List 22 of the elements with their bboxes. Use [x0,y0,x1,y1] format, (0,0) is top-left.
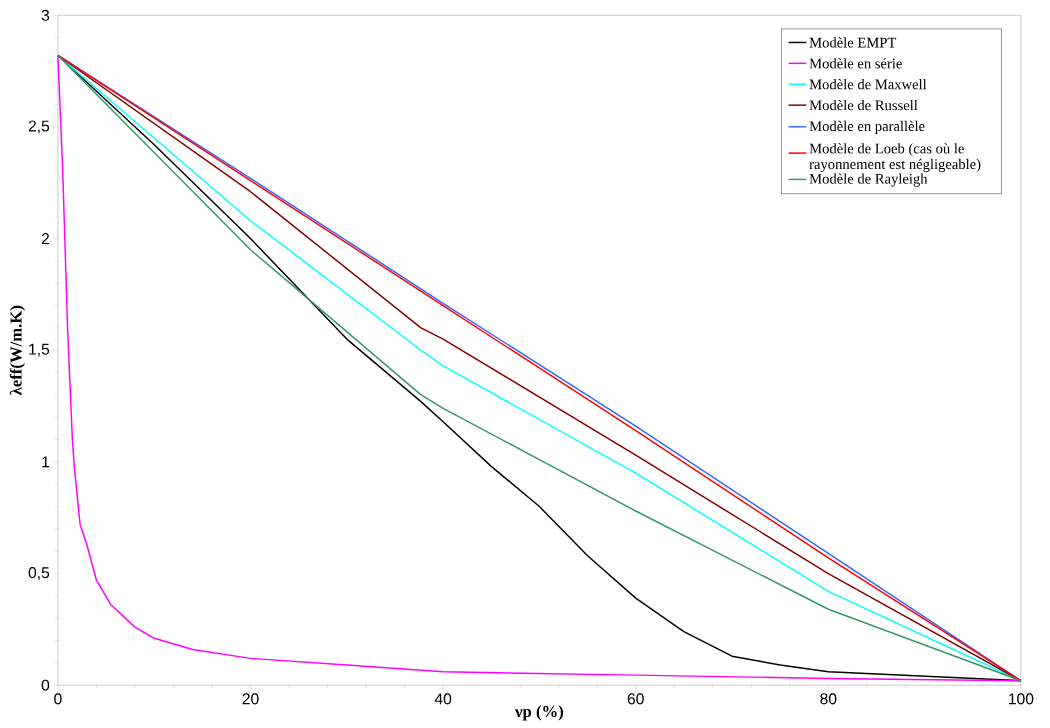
y-tick-label: 0 [41,679,50,691]
legend-label: Modèle en série [809,58,902,69]
legend-label: Modèle EMPT [809,37,897,48]
legend-label: Modèle en parallèle [809,120,925,135]
y-tick-label: 1,5 [29,343,50,357]
x-tick-label: 60 [627,693,644,705]
x-tick-label: 20 [242,693,259,705]
x-tick-label: 80 [820,693,837,705]
y-tick-label: 2 [41,233,50,244]
y-axis-title: λeff(W/m.K) [9,305,26,396]
legend-label: Modèle de Maxwell [809,78,927,90]
x-axis-title: νp (%) [515,705,564,721]
legend-label: Modèle de Rayleigh [809,173,928,187]
x-tick-label: 0 [54,693,62,705]
legend-label: Modèle de Russell [809,99,918,111]
y-tick-label: 0,5 [28,567,50,580]
x-tick-label: 40 [434,693,452,705]
y-tick-label: 3 [41,9,50,21]
y-tick-label: 2,5 [28,120,50,134]
y-tick-label: 1 [42,456,50,468]
x-tick-label: 100 [1009,693,1034,705]
legend-label: Modèle de Loeb (cas où le rayonnement est négligeable) [809,143,981,173]
